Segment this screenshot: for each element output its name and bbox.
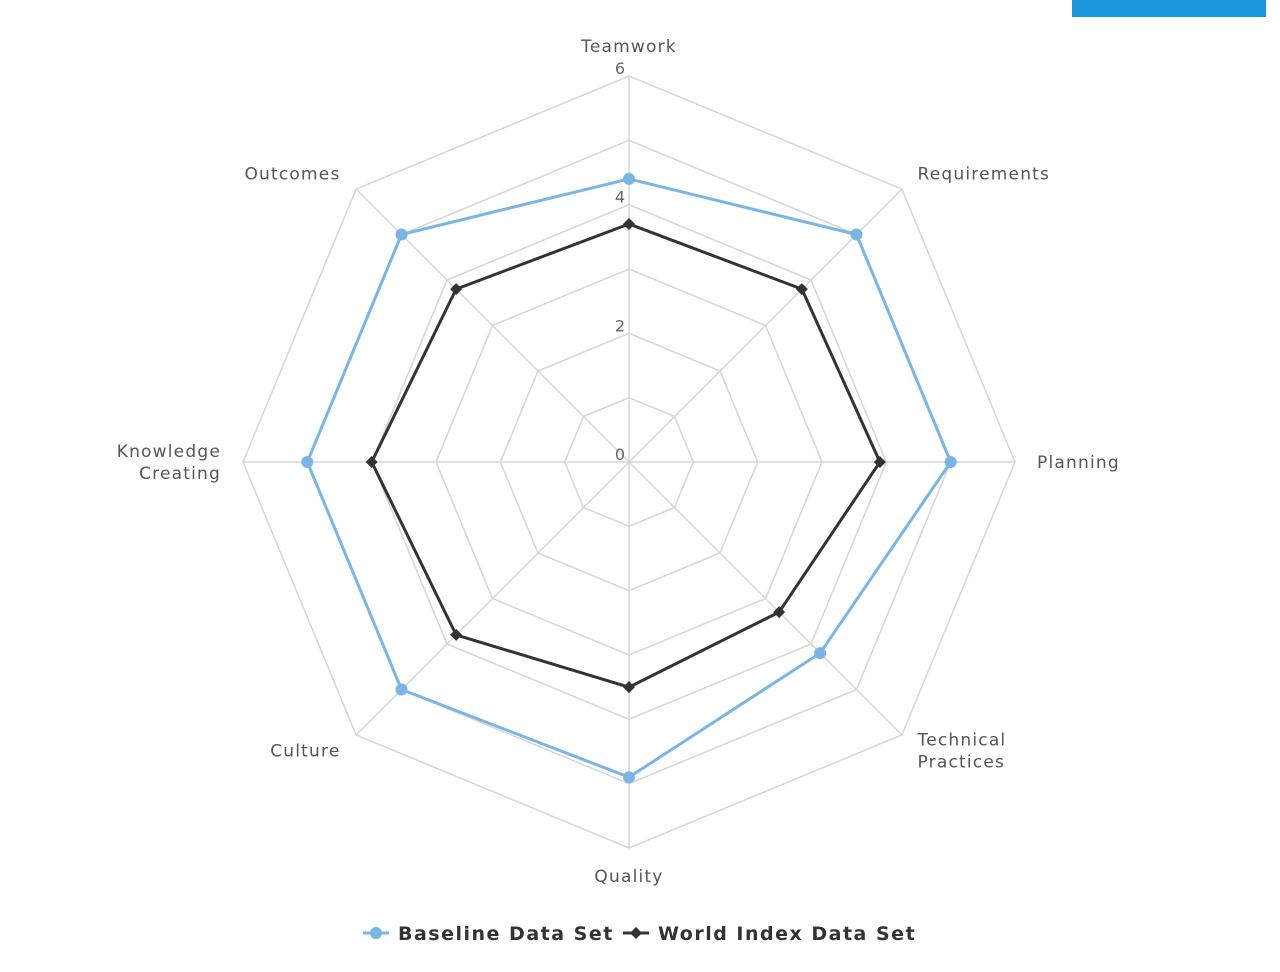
axis-labels: Teamwork Requirements Planning Technical Pra… <box>117 37 1120 887</box>
point-baseline-data-set-outcomes[interactable] <box>395 228 408 241</box>
axis-label-planning: Planning <box>1037 453 1120 473</box>
point-world-index-data-set-quality[interactable] <box>623 681 635 694</box>
spoke-outcomes <box>355 188 630 463</box>
spoke-technical-practices <box>628 461 903 736</box>
point-world-index-data-set-requirements[interactable] <box>795 283 808 296</box>
point-baseline-data-set-technical-practices[interactable] <box>814 647 827 660</box>
point-world-index-data-set-culture[interactable] <box>450 628 463 641</box>
series-line-world-index-data-set <box>370 222 882 689</box>
point-baseline-data-set-requirements[interactable] <box>850 228 863 241</box>
tick-label: 4 <box>615 188 625 207</box>
spoke-culture <box>355 461 630 736</box>
point-world-index-data-set-planning[interactable] <box>873 456 886 468</box>
point-world-index-data-set-teamwork[interactable] <box>623 217 635 230</box>
point-world-index-data-set-outcomes[interactable] <box>450 283 463 296</box>
point-baseline-data-set-teamwork[interactable] <box>623 172 635 185</box>
series-world-index-data-set <box>365 217 886 694</box>
legend-item-baseline-data-set[interactable]: Baseline Data Set <box>363 923 614 945</box>
top-right-button[interactable] <box>1072 0 1266 17</box>
radar-grid <box>242 75 1016 849</box>
axis-label-culture: Culture <box>270 742 340 762</box>
axis-label-requirements: Requirements <box>918 165 1051 185</box>
axis-label-teamwork: Teamwork <box>580 37 677 57</box>
legend-label-world-index-data-set: World Index Data Set <box>658 923 916 945</box>
tick-label: 2 <box>615 316 625 335</box>
axis-label-technical-practices: Technical Practices <box>917 731 1007 773</box>
point-baseline-data-set-culture[interactable] <box>395 683 408 696</box>
axis-label-outcomes: Outcomes <box>244 165 340 185</box>
legend: Baseline Data Set World Index Data Set <box>363 923 916 945</box>
legend-label-baseline-data-set: Baseline Data Set <box>398 923 614 945</box>
tick-label: 6 <box>615 59 625 78</box>
legend-item-world-index-data-set[interactable]: World Index Data Set <box>623 923 916 945</box>
point-baseline-data-set-quality[interactable] <box>623 771 635 784</box>
axis-label-quality: Quality <box>594 867 663 887</box>
point-world-index-data-set-technical-practices[interactable] <box>773 606 786 619</box>
legend-marker-baseline-data-set <box>370 927 382 939</box>
point-baseline-data-set-knowledge-creating[interactable] <box>301 456 314 468</box>
point-baseline-data-set-planning[interactable] <box>944 456 957 468</box>
tick-label: 0 <box>615 445 625 464</box>
legend-marker-world-index-data-set <box>630 927 642 939</box>
point-world-index-data-set-knowledge-creating[interactable] <box>365 456 378 468</box>
data-series <box>301 172 957 784</box>
radial-tick-labels: 0 2 4 6 <box>615 59 625 464</box>
axis-label-knowledge-creating: Knowledge Creating <box>117 442 221 484</box>
series-baseline-data-set <box>301 172 957 784</box>
